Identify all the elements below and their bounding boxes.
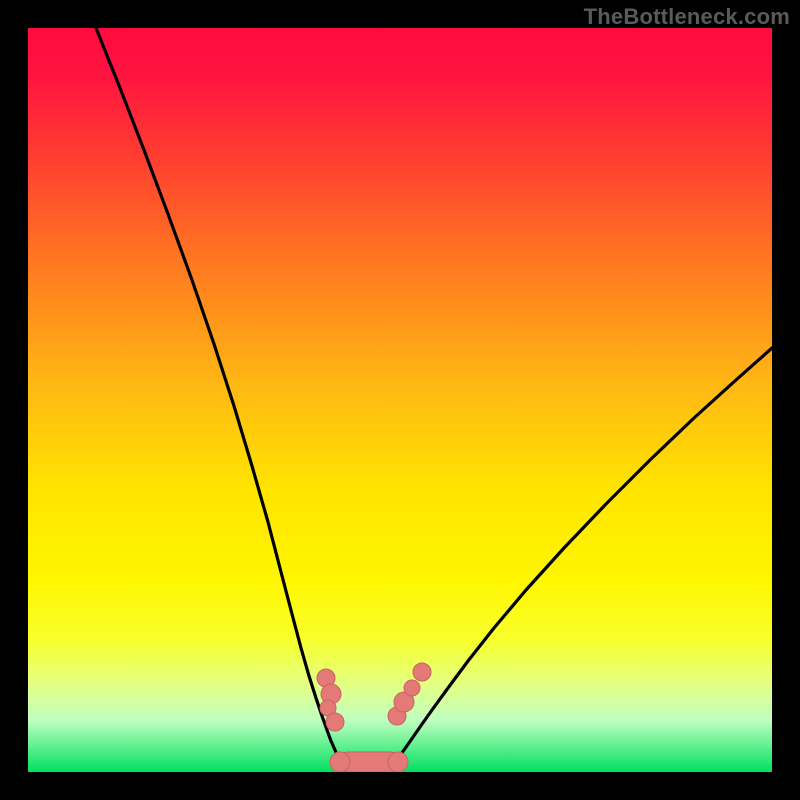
marker-dot — [388, 752, 408, 772]
plot-area — [28, 28, 772, 772]
marker-dot — [404, 680, 420, 696]
chart-frame: TheBottleneck.com — [0, 0, 800, 800]
chart-svg — [28, 28, 772, 772]
watermark-text: TheBottleneck.com — [584, 4, 790, 30]
marker-dot — [330, 752, 350, 772]
marker-dot — [413, 663, 431, 681]
marker-dot — [326, 713, 344, 731]
